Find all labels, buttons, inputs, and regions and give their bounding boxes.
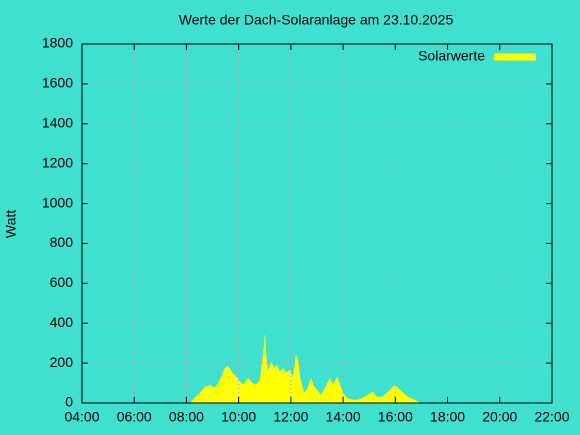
y-tick-label: 400 <box>50 314 74 330</box>
chart-title: Werte der Dach-Solaranlage am 23.10.2025 <box>179 12 454 28</box>
x-tick-label: 16:00 <box>378 409 413 425</box>
x-tick-label: 14:00 <box>326 409 361 425</box>
y-tick-label: 800 <box>50 234 74 250</box>
x-tick-label: 10:00 <box>221 409 256 425</box>
y-tick-label: 1400 <box>42 114 73 130</box>
y-tick-label: 1200 <box>42 154 73 170</box>
y-tick-label: 600 <box>50 274 74 290</box>
x-tick-label: 06:00 <box>117 409 152 425</box>
x-tick-label: 20:00 <box>482 409 517 425</box>
x-tick-label: 08:00 <box>169 409 204 425</box>
legend-label: Solarwerte <box>418 48 485 64</box>
y-tick-label: 1600 <box>42 75 73 91</box>
y-axis-label: Watt <box>3 210 19 238</box>
y-tick-label: 1000 <box>42 194 73 210</box>
x-tick-label: 04:00 <box>64 409 99 425</box>
x-tick-label: 12:00 <box>273 409 308 425</box>
area <box>189 335 421 404</box>
x-tick-label: 18:00 <box>430 409 465 425</box>
y-tick-label: 200 <box>50 354 74 370</box>
x-tick-label: 22:00 <box>534 409 569 425</box>
plot-frame <box>81 43 553 404</box>
y-tick-label: 1800 <box>42 35 73 51</box>
y-tick-label: 0 <box>65 394 73 410</box>
